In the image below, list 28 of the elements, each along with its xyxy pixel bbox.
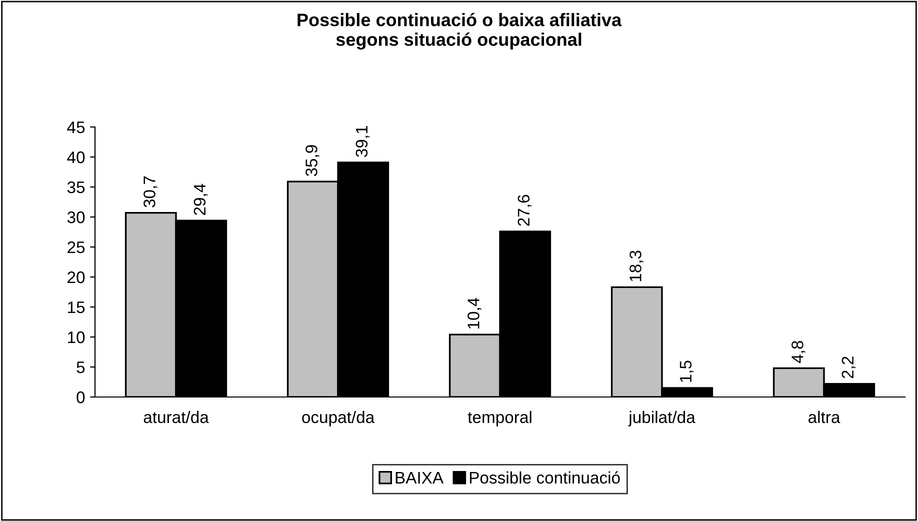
data-label: 27,6 [518,194,532,226]
data-label: 18,3 [630,250,644,282]
data-label: 10,4 [468,298,482,329]
legend-label: Possible continuació [470,471,620,484]
data-label: 35,9 [306,145,320,176]
data-label: 4,8 [792,340,806,364]
y-tick-label: 40 [67,151,85,164]
data-label: 29,4 [194,184,208,215]
x-tick-label: aturat/da [144,410,209,424]
legend-label: BAIXA [396,472,444,484]
data-label: 2,2 [842,356,856,378]
y-tick-label: 45 [67,122,85,134]
x-tick-label: altra [808,410,840,424]
y-tick-label: 35 [67,181,85,194]
chart-title: Possible continuació o baixa afiliativa segons situació ocupacional [298,12,622,50]
y-tick-label: 10 [68,331,85,344]
data-label: 30,7 [144,176,158,208]
data-label: 1,5 [680,360,694,382]
x-tick-label: ocupat/da [302,410,375,426]
y-tick-label: 20 [68,271,85,284]
x-tick-label: jubilat/da [628,410,696,426]
y-tick-label: 30 [67,211,85,224]
y-tick-label: 15 [68,302,85,314]
y-tick-label: 25 [68,241,85,254]
data-label: 39,1 [356,126,370,157]
y-tick-label: 0 [76,391,85,404]
x-tick-label: temporal [468,410,532,426]
y-tick-label: 5 [76,362,85,374]
